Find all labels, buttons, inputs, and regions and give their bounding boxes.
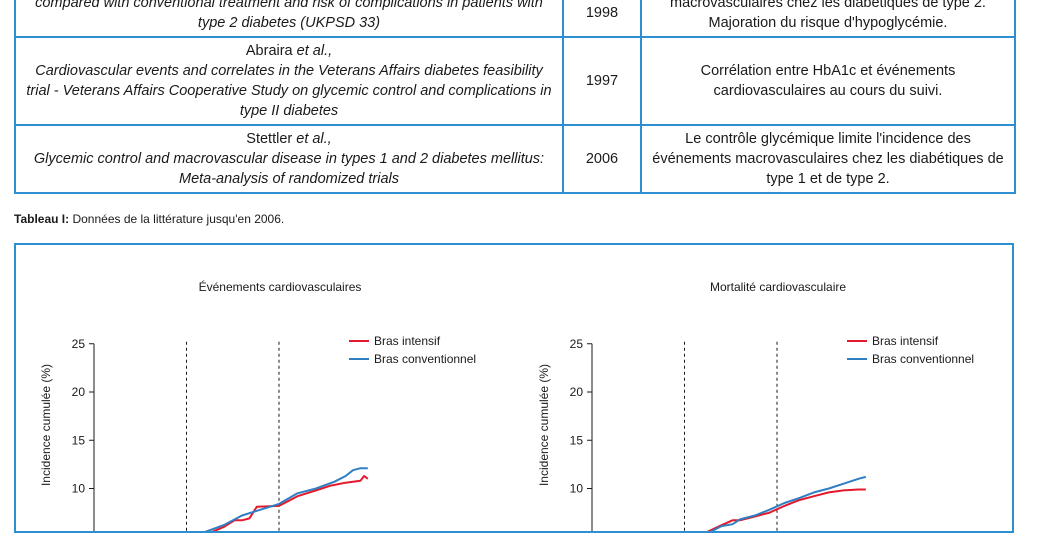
reference-title: Cardiovascular events and correlates in … <box>26 63 552 119</box>
y-tick-label: 10 <box>72 482 86 496</box>
caption-text: Données de la littérature jusqu'en 2006. <box>69 212 285 226</box>
author-etal: et al., <box>296 131 332 147</box>
caption-label: Tableau I: <box>14 212 70 226</box>
year-cell: 2006 <box>562 124 642 194</box>
reference-cell: compared with conventional treatment and… <box>14 0 564 38</box>
literature-table: compared with conventional treatment and… <box>14 0 1016 194</box>
year-cell: 1998 <box>562 0 642 38</box>
y-tick-label: 25 <box>72 337 86 351</box>
reference-title: compared with conventional treatment and… <box>35 0 543 31</box>
figure-charts: Événements cardiovasculaires Incidence cu… <box>39 279 974 536</box>
y-axis-label: Incidence cumulée (%) <box>39 364 53 486</box>
author-etal: et al., <box>296 43 333 59</box>
reference-title: Glycemic control and macrovascular disea… <box>33 151 545 187</box>
author-name: Abraira <box>245 43 293 59</box>
reference-author: Stettler et al., <box>24 129 554 149</box>
table-caption: Tableau I: Données de la littérature jus… <box>14 212 284 226</box>
figure-box: Événements cardiovasculaires Incidence cu… <box>14 243 1014 536</box>
series-line-conventionnel <box>190 467 368 536</box>
y-tick-label: 25 <box>570 337 584 351</box>
y-tick-label: 20 <box>72 385 86 399</box>
table-row: Abraira et al., Cardiovascular events an… <box>14 36 1016 126</box>
reference-cell: Abraira et al., Cardiovascular events an… <box>14 36 564 126</box>
series-line-intensif <box>690 488 866 536</box>
legend-label-conventionnel: Bras conventionnel <box>872 352 974 366</box>
series-line-conventionnel <box>699 475 867 536</box>
reference-cell: Stettler et al., Glycemic control and ma… <box>14 124 564 194</box>
year-cell: 1997 <box>562 36 642 126</box>
series-line-intensif <box>199 475 369 536</box>
legend-label-conventionnel: Bras conventionnel <box>374 352 476 366</box>
y-tick-label: 5 <box>576 530 583 531</box>
reference-author: Abraira et al., <box>24 41 554 61</box>
result-cell: Corrélation entre HbA1c et événements ca… <box>640 36 1016 126</box>
y-tick-label: 15 <box>72 433 86 447</box>
y-tick-label: 10 <box>570 482 584 496</box>
legend-label-intensif: Bras intensif <box>374 334 441 348</box>
legend-label-intensif: Bras intensif <box>872 334 939 348</box>
result-cell: macrovasculaires chez les diabétiques de… <box>640 0 1016 38</box>
table-row: Stettler et al., Glycemic control and ma… <box>14 124 1016 194</box>
table-row: compared with conventional treatment and… <box>14 0 1016 38</box>
result-cell: Le contrôle glycémique limite l'incidenc… <box>640 124 1016 194</box>
chart-title: Mortalité cardiovasculaire <box>710 280 846 294</box>
author-name: Stettler <box>246 131 293 147</box>
y-tick-label: 5 <box>78 530 85 531</box>
y-tick-label: 15 <box>570 433 584 447</box>
y-tick-label: 20 <box>570 385 584 399</box>
y-axis-label: Incidence cumulée (%) <box>537 364 551 486</box>
chart-title: Événements cardiovasculaires <box>199 279 362 294</box>
